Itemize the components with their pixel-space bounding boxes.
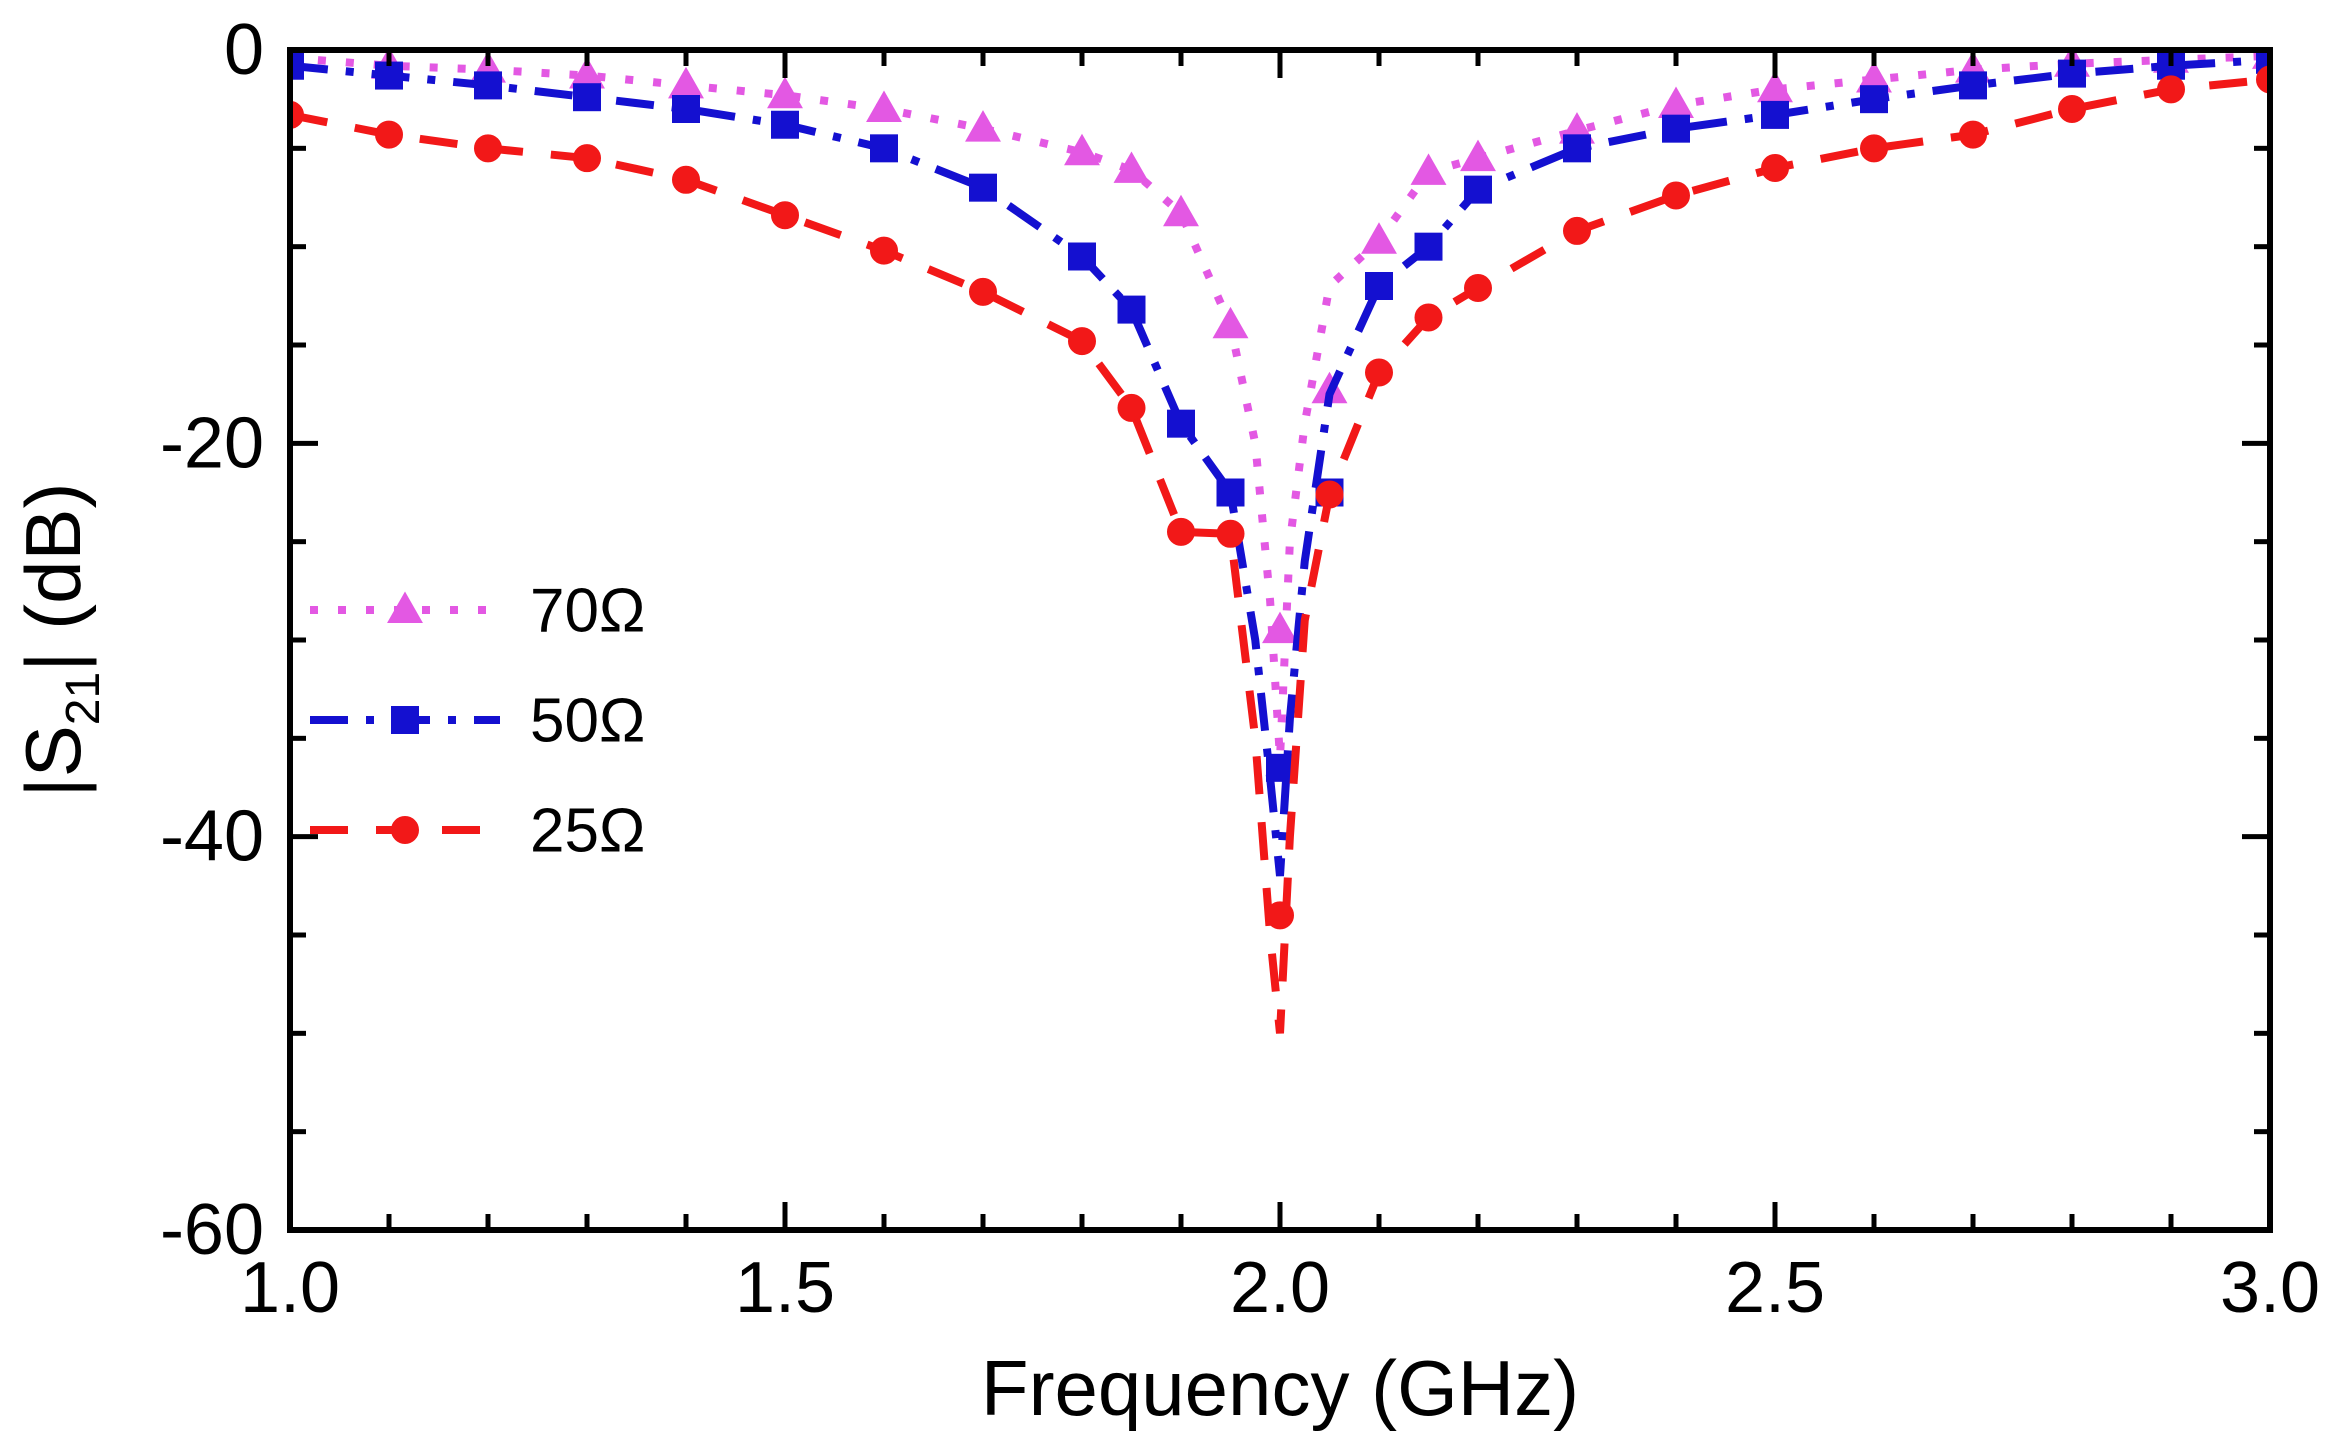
marker-square <box>1119 297 1145 323</box>
marker-square <box>392 707 418 733</box>
marker-square <box>574 84 600 110</box>
marker-square <box>376 63 402 89</box>
marker-circle <box>1119 395 1145 421</box>
y-tick-label: -20 <box>160 403 264 483</box>
marker-square <box>1663 116 1689 142</box>
y-axis-label: |S21| (dB) <box>9 483 110 798</box>
marker-square <box>475 72 501 98</box>
marker-circle <box>1366 360 1392 386</box>
marker-circle <box>1465 275 1491 301</box>
marker-square <box>1564 135 1590 161</box>
marker-circle <box>871 238 897 264</box>
marker-square <box>1168 411 1194 437</box>
chart-container: 1.01.52.02.53.0-60-40-200Frequency (GHz)… <box>0 0 2328 1452</box>
marker-square <box>1069 244 1095 270</box>
marker-square <box>1267 755 1293 781</box>
marker-circle <box>1762 155 1788 181</box>
marker-square <box>871 135 897 161</box>
marker-circle <box>392 817 418 843</box>
marker-circle <box>574 145 600 171</box>
marker-circle <box>1069 328 1095 354</box>
marker-circle <box>1564 218 1590 244</box>
s21-chart: 1.01.52.02.53.0-60-40-200Frequency (GHz)… <box>0 0 2328 1452</box>
marker-circle <box>1168 519 1194 545</box>
marker-circle <box>1267 902 1293 928</box>
marker-square <box>970 175 996 201</box>
marker-circle <box>376 122 402 148</box>
x-axis-label: Frequency (GHz) <box>981 1344 1579 1432</box>
marker-square <box>673 96 699 122</box>
svg-text:|S21| (dB): |S21| (dB) <box>9 483 110 798</box>
x-tick-label: 2.5 <box>1725 1248 1825 1328</box>
legend-label: 70Ω <box>530 577 645 646</box>
marker-circle <box>1960 122 1986 148</box>
marker-circle <box>1317 481 1343 507</box>
marker-circle <box>1663 183 1689 209</box>
marker-circle <box>970 279 996 305</box>
marker-square <box>1366 273 1392 299</box>
y-tick-label: -60 <box>160 1190 264 1270</box>
y-tick-label: -40 <box>160 797 264 877</box>
legend-label: 50Ω <box>530 687 645 756</box>
marker-square <box>1861 86 1887 112</box>
marker-square <box>1416 234 1442 260</box>
marker-circle <box>475 135 501 161</box>
x-tick-label: 3.0 <box>2220 1248 2320 1328</box>
marker-square <box>1762 102 1788 128</box>
x-tick-label: 1.5 <box>735 1248 835 1328</box>
marker-circle <box>1416 304 1442 330</box>
marker-circle <box>673 167 699 193</box>
legend-label: 25Ω <box>530 797 645 866</box>
marker-square <box>1960 72 1986 98</box>
marker-square <box>1218 480 1244 506</box>
marker-circle <box>1218 521 1244 547</box>
x-tick-label: 2.0 <box>1230 1248 1330 1328</box>
marker-circle <box>2158 76 2184 102</box>
marker-circle <box>772 202 798 228</box>
marker-square <box>772 112 798 138</box>
marker-square <box>1465 177 1491 203</box>
y-tick-label: 0 <box>224 10 264 90</box>
marker-circle <box>2059 96 2085 122</box>
marker-circle <box>1861 135 1887 161</box>
